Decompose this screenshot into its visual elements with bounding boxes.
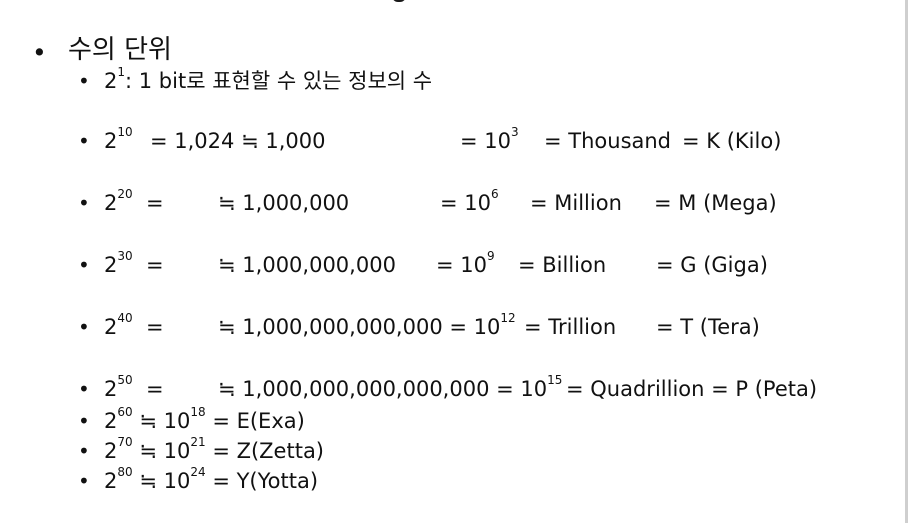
number-word: = Thousand: [544, 129, 672, 153]
decimal-exponent: 12: [500, 311, 516, 325]
base: 2: [104, 439, 118, 463]
list-item: • 250 = ≒ 1,000,000,000,000,000 = 1015 =…: [0, 373, 908, 402]
list-bullet: •: [78, 69, 90, 93]
decimal-exponent: 21: [190, 435, 206, 449]
list-item: • 230 = ≒ 1,000,000,000 = 109 = Billion …: [0, 249, 908, 278]
cropped-title-fragment: [0, 0, 908, 4]
window-edge-divider: [905, 0, 908, 523]
list-bullet: •: [78, 315, 90, 339]
power-term: 230: [104, 249, 133, 278]
exponent: 20: [117, 187, 133, 201]
list-bullet: •: [78, 377, 90, 401]
decimal-exponent: 15: [547, 373, 563, 387]
exponent: 10: [117, 125, 133, 139]
power-term: 220: [104, 187, 133, 216]
decimal-power: = 103: [460, 125, 519, 153]
power-term: 21: 1 bit로 표현할 수 있는 정보의 수: [104, 65, 433, 94]
exponent: 40: [117, 311, 133, 325]
exponent: 80: [117, 465, 133, 479]
number-word: = Quadrillion = P (Peta): [566, 377, 818, 401]
unit-prefix: = Y(Yotta): [205, 469, 319, 493]
unit-prefix: = Z(Zetta): [205, 439, 325, 463]
exponent: 50: [117, 373, 133, 387]
list-bullet: •: [78, 409, 90, 433]
list-bullet: •: [78, 129, 90, 153]
equals-sign: =: [146, 315, 164, 339]
unit-prefix: = G (Giga): [656, 253, 768, 277]
list-item: • 280 ≒ 1024 = Y(Yotta): [0, 465, 908, 494]
exponent: 1: [117, 65, 126, 79]
equals-sign: =: [146, 253, 164, 277]
approx-value: ≒ 1,000,000: [218, 191, 350, 215]
list-bullet: •: [78, 191, 90, 215]
base: 2: [104, 469, 118, 493]
decimal-exponent: 6: [491, 187, 499, 201]
base: 2: [104, 69, 118, 93]
section-heading: 수의 단위: [68, 35, 172, 65]
approx-value: = 1,024 ≒ 1,000: [150, 129, 326, 153]
decimal-power: = 109: [436, 249, 495, 277]
base: 2: [104, 253, 118, 277]
number-word: = Billion: [518, 253, 607, 277]
power-term: 250: [104, 373, 133, 402]
unit-prefix: = T (Tera): [656, 315, 760, 339]
approx-value: ≒ 1,000,000,000,000 = 1012: [218, 311, 516, 339]
exponent: 30: [117, 249, 133, 263]
power-term: 210: [104, 125, 133, 154]
equals-sign: =: [146, 377, 164, 401]
list-item: • 210 = 1,024 ≒ 1,000 = 103 = Thousand =…: [0, 125, 908, 154]
decimal-exponent: 18: [190, 405, 206, 419]
decimal-exponent: 3: [511, 125, 519, 139]
unit-prefix: = M (Mega): [654, 191, 777, 215]
decimal-power: = 106: [440, 187, 499, 215]
unit-prefix: = K (Kilo): [682, 129, 782, 153]
approx-value: ≒ 1,000,000,000,000,000 = 1015: [218, 373, 563, 401]
list-bullet: •: [78, 439, 90, 463]
power-expression: 280 ≒ 1024 = Y(Yotta): [104, 465, 319, 493]
list-item: • 270 ≒ 1021 = Z(Zetta): [0, 435, 908, 464]
base: 2: [104, 409, 118, 433]
list-item: • 220 = ≒ 1,000,000 = 106 = Million = M …: [0, 187, 908, 216]
list-bullet: •: [78, 253, 90, 277]
power-expression: 260 ≒ 1018 = E(Exa): [104, 405, 305, 433]
base: 2: [104, 377, 118, 401]
base: 2: [104, 191, 118, 215]
decimal-exponent: 24: [190, 465, 206, 479]
description: : 1 bit로 표현할 수 있는 정보의 수: [125, 69, 433, 93]
number-word: = Million: [530, 191, 622, 215]
exponent: 60: [117, 405, 133, 419]
power-term: 240: [104, 311, 133, 340]
list-item: • 240 = ≒ 1,000,000,000,000 = 1012 = Tri…: [0, 311, 908, 340]
equals-sign: =: [146, 191, 164, 215]
approx-value: ≒ 1,000,000,000: [218, 253, 396, 277]
base: 2: [104, 315, 118, 339]
heading-bullet: •: [32, 38, 47, 67]
exponent: 70: [117, 435, 133, 449]
base: 2: [104, 129, 118, 153]
unit-prefix: = E(Exa): [205, 409, 305, 433]
list-bullet: •: [78, 469, 90, 493]
power-expression: 270 ≒ 1021 = Z(Zetta): [104, 435, 325, 463]
number-word: = Trillion: [524, 315, 617, 339]
list-item: • 21: 1 bit로 표현할 수 있는 정보의 수: [0, 65, 908, 94]
list-item: • 260 ≒ 1018 = E(Exa): [0, 405, 908, 434]
decimal-exponent: 9: [487, 249, 495, 263]
